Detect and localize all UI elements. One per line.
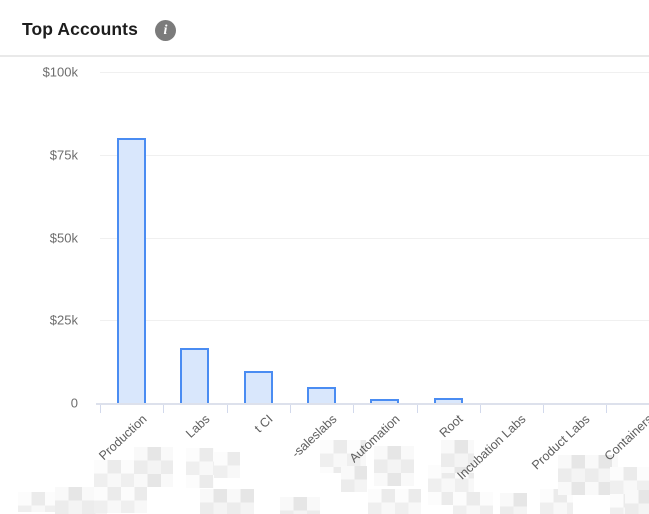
redaction-mosaic xyxy=(280,497,320,514)
gridline xyxy=(100,72,649,73)
redaction-mosaic xyxy=(200,489,254,514)
x-axis-tick xyxy=(289,405,291,413)
x-axis-tick xyxy=(606,405,608,413)
x-axis-tick xyxy=(543,405,545,413)
x-axis-tick xyxy=(416,405,418,413)
redaction-mosaic xyxy=(134,447,173,487)
redaction-mosaic xyxy=(341,466,367,492)
bar-production[interactable] xyxy=(117,138,147,403)
y-axis-tick-label: 0 xyxy=(70,395,78,411)
y-axis-tick-label: $75k xyxy=(49,147,78,163)
header-divider xyxy=(0,55,649,57)
y-axis-tick-label: $100k xyxy=(42,64,78,80)
redaction-mosaic xyxy=(368,489,421,514)
gridline xyxy=(100,154,649,156)
page-title: Top Accounts xyxy=(22,19,138,39)
y-axis-tick-label: $50k xyxy=(49,230,78,245)
top-accounts-bar-chart: $100k $75k $50k $25k 0 Production Labs t CI -sal… xyxy=(0,56,649,514)
info-icon[interactable]: i xyxy=(155,20,176,41)
y-axis-tick-label: $25k xyxy=(49,312,78,328)
x-axis-tick xyxy=(100,405,101,413)
x-axis-tick xyxy=(479,405,481,413)
bar-root[interactable] xyxy=(433,398,463,403)
redaction-mosaic xyxy=(186,448,214,488)
gridline xyxy=(100,237,649,239)
redaction-mosaic xyxy=(625,490,649,514)
bar-automation[interactable] xyxy=(370,399,400,403)
x-axis-tick xyxy=(226,405,228,413)
redaction-mosaic xyxy=(214,452,240,478)
redaction-mosaic xyxy=(500,493,527,514)
bar-t-ci[interactable] xyxy=(243,370,273,403)
redaction-mosaic xyxy=(18,492,62,512)
info-icon-glyph: i xyxy=(163,22,168,38)
x-axis-tick xyxy=(163,405,165,413)
x-axis-tick xyxy=(353,405,355,413)
redaction-mosaic xyxy=(374,446,414,486)
redaction-mosaic xyxy=(453,492,493,514)
redaction-mosaic xyxy=(558,455,618,495)
redaction-mosaic xyxy=(441,440,474,473)
bar-labs[interactable] xyxy=(180,348,210,403)
bar--saleslabs[interactable] xyxy=(307,387,337,403)
x-axis-line xyxy=(96,403,649,405)
gridline xyxy=(100,320,649,322)
